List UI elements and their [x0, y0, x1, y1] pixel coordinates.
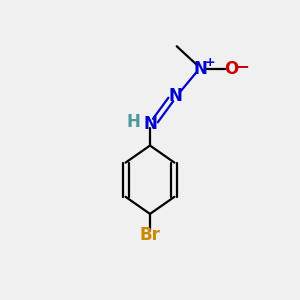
Text: N: N [168, 87, 182, 105]
Text: +: + [204, 56, 215, 69]
Text: −: − [236, 57, 249, 75]
Text: O: O [225, 60, 239, 78]
Text: Br: Br [140, 226, 160, 244]
Text: N: N [194, 60, 208, 78]
Text: H: H [127, 113, 141, 131]
Text: N: N [143, 115, 157, 133]
